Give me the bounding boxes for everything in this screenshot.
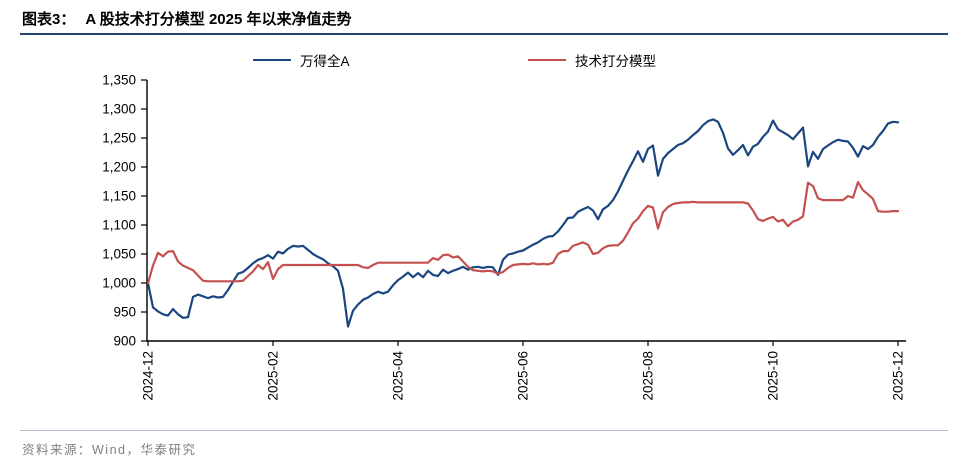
x-tick-label: 2025-08	[641, 351, 656, 401]
y-tick-label: 1,350	[102, 73, 136, 88]
x-tick-label: 2025-06	[516, 351, 531, 401]
legend-swatch-wind-all-a	[253, 58, 291, 62]
x-tick-label: 2024-12	[141, 351, 156, 401]
series-model-line	[146, 181, 900, 285]
figure-number: 图表3：	[22, 11, 76, 28]
legend-swatch-model	[528, 58, 566, 62]
y-tick-label: 1,150	[102, 189, 136, 204]
figure-title: A 股技术打分模型 2025 年以来净值走势	[85, 11, 352, 28]
y-tick-label: 1,300	[102, 102, 136, 117]
legend-label-model: 技术打分模型	[575, 54, 656, 69]
chart-legend: 万得全A 技术打分模型	[0, 51, 970, 69]
title-divider	[20, 33, 948, 35]
x-tick-label: 2025-02	[266, 351, 281, 401]
page-title: 图表3： A 股技术打分模型 2025 年以来净值走势	[22, 8, 352, 29]
y-tick-label: 1,250	[102, 131, 136, 146]
legend-item-model: 技术打分模型	[528, 51, 656, 69]
y-tick-label: 900	[113, 334, 136, 349]
y-tick-label: 1,200	[102, 160, 136, 175]
source-text: 资料来源：Wind，华泰研究	[22, 443, 197, 457]
x-tick-label: 2025-12	[891, 351, 906, 401]
x-tick-label: 2025-10	[766, 351, 781, 401]
y-tick-label: 1,100	[102, 218, 136, 233]
axis-lines	[146, 80, 906, 342]
source-divider	[20, 430, 948, 431]
y-tick-label: 1,050	[102, 247, 136, 262]
legend-item-wind-all-a: 万得全A	[253, 51, 350, 69]
y-tick-label: 950	[113, 305, 136, 320]
series-wind-all-a-line	[146, 118, 900, 328]
x-tick-label: 2025-04	[391, 351, 406, 401]
y-tick-label: 1,000	[102, 276, 136, 291]
legend-label-wind-all-a: 万得全A	[300, 54, 350, 69]
